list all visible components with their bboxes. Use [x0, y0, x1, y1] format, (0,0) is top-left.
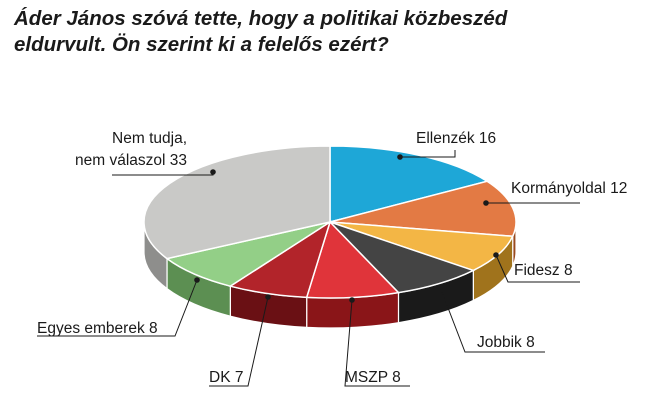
pie-slice-ellenz-k: [329, 145, 489, 223]
leader-line-jobbik: [439, 286, 545, 353]
chart-title-line-2: eldurvult. Ön szerint ki a felelős ezért…: [14, 33, 389, 56]
slice-label-korm-nyoldal: Kormányoldal 12: [511, 180, 627, 197]
pie-top: [143, 145, 517, 299]
slice-label-nem-tudja-nem-v-laszol-line-2: nem válaszol 33: [75, 152, 187, 169]
slice-label-mszp: MSZP 8: [345, 369, 401, 386]
leader-dot-egyes-emberek: [194, 277, 200, 283]
chart-title-line-1: Áder János szóvá tette, hogy a politikai…: [14, 7, 508, 30]
pie-side-walls: [143, 221, 517, 329]
leader-line-dk: [209, 296, 269, 387]
leader-line-mszp: [344, 299, 410, 387]
pie-slice-jobbik: [329, 221, 476, 294]
leader-line-egyes-emberek: [37, 279, 198, 337]
slice-label-dk: DK 7: [209, 369, 243, 386]
slice-label-nem-tudja-nem-v-laszol-line-1: Nem tudja,: [112, 130, 187, 147]
leader-dot-nem-tudja-nem-v-laszol: [210, 169, 216, 175]
leader-dot-fidesz: [493, 252, 499, 258]
leader-line-fidesz: [495, 254, 580, 283]
pie-slice-egyes-emberek: [165, 221, 331, 287]
slice-label-ellenz-k: Ellenzék 16: [416, 130, 496, 147]
leader-dot-mszp: [349, 297, 355, 303]
slice-label-jobbik: Jobbik 8: [477, 334, 535, 351]
leader-line-ellenz-k: [400, 150, 456, 158]
leader-dot-jobbik: [437, 284, 443, 290]
pie-slice-korm-nyoldal: [329, 180, 517, 238]
slice-label-egyes-emberek: Egyes emberek 8: [37, 320, 158, 337]
leader-dot-ellenz-k: [397, 154, 403, 160]
pie-labels: Ellenzék 16 Kormányoldal 12 Fidesz 8 Jobbik…: [37, 130, 627, 387]
pie-slice-mszp: [305, 220, 401, 299]
leader-dot-korm-nyoldal: [483, 200, 489, 206]
leader-dot-dk: [265, 294, 271, 300]
slice-label-fidesz: Fidesz 8: [514, 262, 573, 279]
pie-slice-nem-tudja-nem-v-laszol: [143, 145, 331, 260]
chart-title: Áder János szóvá tette, hogy a politikai…: [14, 6, 644, 58]
